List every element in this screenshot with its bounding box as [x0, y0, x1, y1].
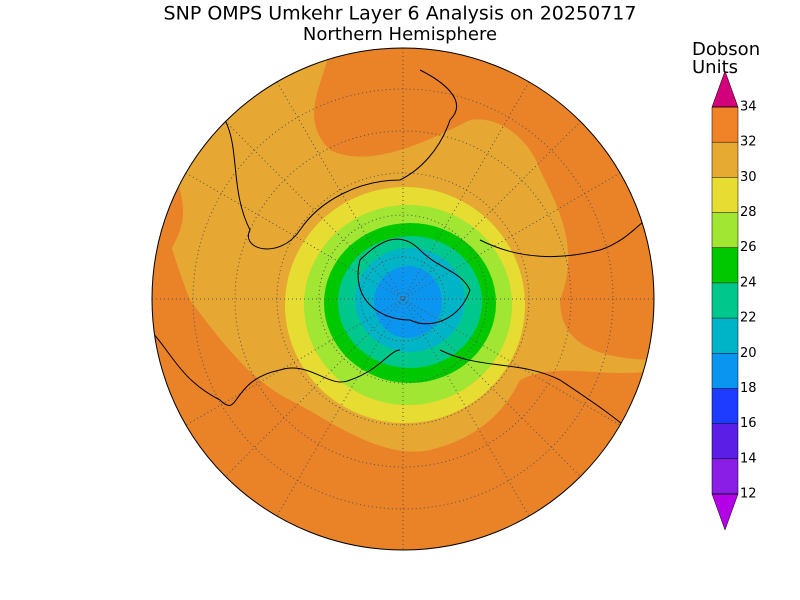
colorbar-under	[711, 493, 739, 531]
colorbar-tick-label: 24	[740, 275, 757, 290]
color-band	[712, 353, 738, 389]
colorbar-tick-label: 14	[740, 451, 757, 466]
title: SNP OMPS Umkehr Layer 6 Analysis on 2025…	[164, 3, 637, 25]
subtitle: Northern Hemisphere	[303, 24, 497, 45]
color-band	[712, 247, 738, 283]
color-band	[712, 282, 738, 319]
colorbar-tick-label: 30	[740, 170, 757, 185]
color-band	[712, 177, 738, 213]
color-band	[712, 212, 738, 248]
coastlines	[152, 69, 654, 441]
colorbar-label: Units	[692, 57, 738, 78]
color-band	[712, 423, 738, 459]
graticule	[152, 48, 654, 550]
colorbar-tick-label: 18	[740, 381, 757, 396]
color-band	[712, 388, 738, 424]
colorbar-tick-label: 12	[740, 487, 757, 502]
color-band	[712, 107, 738, 143]
map-border	[151, 47, 655, 551]
color-band	[712, 142, 738, 178]
map	[152, 48, 654, 550]
colorbar-label: Dobson	[692, 39, 760, 60]
color-band	[712, 318, 738, 354]
color-band	[712, 458, 738, 494]
colorbar-tick-label: 34	[740, 100, 757, 115]
colorbar: 12 14 16 18 20 22 24 26 28 30 32 34	[711, 70, 757, 531]
colorbar-tick-label: 22	[740, 311, 757, 326]
colorbar-tick-label: 26	[740, 240, 757, 255]
colorbar-tick-label: 32	[740, 135, 757, 150]
colorbar-tick-label: 20	[740, 346, 757, 361]
colorbar-tick-label: 16	[740, 416, 757, 431]
colorbar-tick-label: 28	[740, 205, 757, 220]
